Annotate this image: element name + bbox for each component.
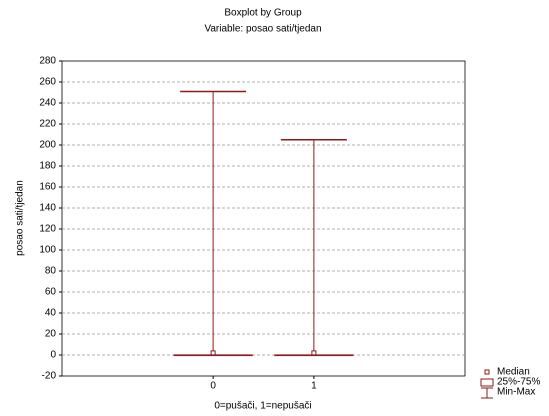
y-tick-label: 40 <box>45 308 57 319</box>
plot-frame <box>61 60 466 377</box>
y-tick-label: 140 <box>39 203 56 214</box>
x-axis-label: 0=pušači, 1=nepušači <box>214 401 311 412</box>
x-tick-label: 1 <box>311 381 317 392</box>
y-tick-label: 240 <box>39 98 56 109</box>
y-tick-label: -20 <box>42 371 57 382</box>
y-tick-label: 60 <box>45 287 57 298</box>
y-tick-label: 180 <box>39 161 56 172</box>
y-tick-label: 100 <box>39 245 56 256</box>
legend-label: Min-Max <box>497 387 535 398</box>
x-tick-label: 0 <box>210 381 216 392</box>
legend-box-icon <box>480 378 494 387</box>
y-tick-label: 200 <box>39 140 56 151</box>
median <box>210 350 216 356</box>
y-tick-label: 280 <box>39 56 56 67</box>
y-tick-label: 20 <box>45 329 57 340</box>
y-tick-label: 160 <box>39 182 56 193</box>
chart-title: Boxplot by Group <box>224 8 302 19</box>
legend-label: Median <box>497 367 530 378</box>
y-tick-label: 120 <box>39 224 56 235</box>
y-tick-label: 80 <box>45 266 57 277</box>
y-axis-label: posao sati/tjedan <box>15 180 26 256</box>
y-tick-label: 260 <box>39 77 56 88</box>
legend-median-icon <box>484 369 490 375</box>
chart-subtitle: Variable: posao sati/tjedan <box>204 24 321 35</box>
y-tick-label: 220 <box>39 119 56 130</box>
median <box>311 350 317 356</box>
legend-label: 25%-75% <box>497 377 540 388</box>
y-tick-label: 0 <box>50 350 56 361</box>
